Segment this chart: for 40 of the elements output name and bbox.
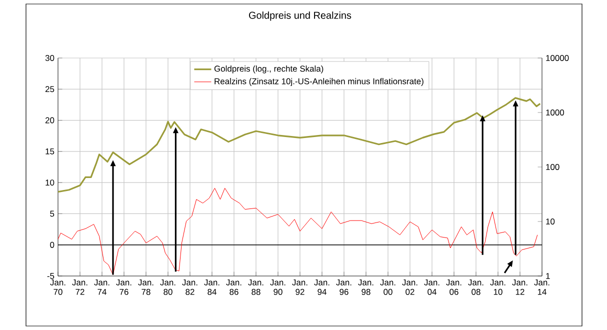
x-tick-label: Jan. 82 (182, 280, 198, 295)
y-tick-label: 15 (46, 148, 54, 154)
x-tick-label: Jan. 10 (490, 280, 506, 295)
x-tick-label: Jan. 74 (94, 280, 110, 295)
y-tick-label: 20 (45, 117, 54, 124)
legend-label: Realzins (Zinsatz 10j.-US-Anleihen minus Inflationsrate) (214, 78, 424, 86)
y-tick-label: 10 (46, 180, 54, 186)
y-tick-label: -5 (47, 273, 54, 279)
y2-tick-label: 100 (546, 164, 560, 170)
x-tick-label: Jan. 90 (270, 280, 286, 295)
x-tick-label: Jan. 04 (424, 280, 440, 295)
y2-tick-label: 10000 (546, 55, 569, 61)
y-tick-label: 5 (50, 210, 54, 217)
chart-title: Goldpreis und Realzins (249, 12, 352, 21)
x-tick-label: Jan. 84 (204, 280, 220, 295)
x-tick-label: Jan. 00 (380, 280, 396, 295)
line-series (58, 97, 541, 193)
x-tick-label: Jan. 14 (534, 280, 550, 295)
y-tick-label: 25 (45, 86, 54, 92)
x-tick-label: Jan. 80 (160, 280, 176, 295)
y-tick-label: 30 (45, 55, 54, 61)
x-tick-label: Jan. 02 (402, 280, 418, 295)
x-tick-label: Jan. 78 (138, 280, 154, 295)
y-tick-label: 0 (50, 242, 54, 248)
y2-tick-label: 1 (546, 273, 550, 279)
y2-tick-label: 10 (546, 218, 555, 224)
y2-tick-label: 1000 (546, 110, 564, 116)
x-tick-label: Jan. 92 (292, 280, 308, 295)
x-tick-label: Jan. 88 (248, 280, 264, 295)
x-tick-label: Jan. 86 (226, 280, 242, 295)
x-tick-label: Jan. 70 (50, 280, 66, 295)
x-tick-label: Jan. 08 (468, 280, 484, 295)
x-tick-label: Jan. 96 (336, 280, 352, 295)
x-tick-label: Jan. 94 (314, 280, 330, 295)
x-tick-label: Jan. 72 (72, 280, 88, 295)
x-tick-label: Jan. 06 (446, 280, 462, 295)
legend-label: Goldpreis (log., rechte Skala) (214, 65, 324, 74)
x-tick-label: Jan. 76 (116, 280, 132, 295)
x-tick-label: Jan. 12 (512, 280, 528, 295)
x-tick-label: Jan. 98 (358, 280, 374, 295)
